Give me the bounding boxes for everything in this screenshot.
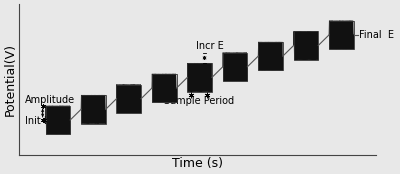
Bar — [187, 63, 212, 92]
Bar — [294, 31, 318, 60]
X-axis label: Time (s): Time (s) — [172, 157, 223, 170]
Bar — [81, 95, 106, 124]
Bar — [81, 95, 106, 124]
Text: Sample Period: Sample Period — [164, 96, 234, 106]
Bar — [152, 74, 176, 102]
Text: Final  E: Final E — [358, 30, 394, 40]
Text: Init E: Init E — [25, 116, 50, 126]
Bar — [223, 53, 247, 81]
Bar — [258, 42, 283, 70]
Bar — [329, 21, 354, 49]
Bar — [46, 106, 70, 134]
Text: Incr E: Incr E — [196, 41, 224, 51]
Bar — [294, 31, 318, 60]
Y-axis label: Potential(V): Potential(V) — [4, 43, 17, 116]
Text: Amplitude: Amplitude — [25, 95, 75, 105]
Bar — [329, 21, 354, 49]
Bar — [187, 63, 212, 92]
Bar — [46, 106, 70, 134]
Bar — [116, 85, 141, 113]
Bar — [258, 42, 283, 70]
Bar — [116, 85, 141, 113]
Bar — [223, 53, 247, 81]
Bar — [152, 74, 176, 102]
